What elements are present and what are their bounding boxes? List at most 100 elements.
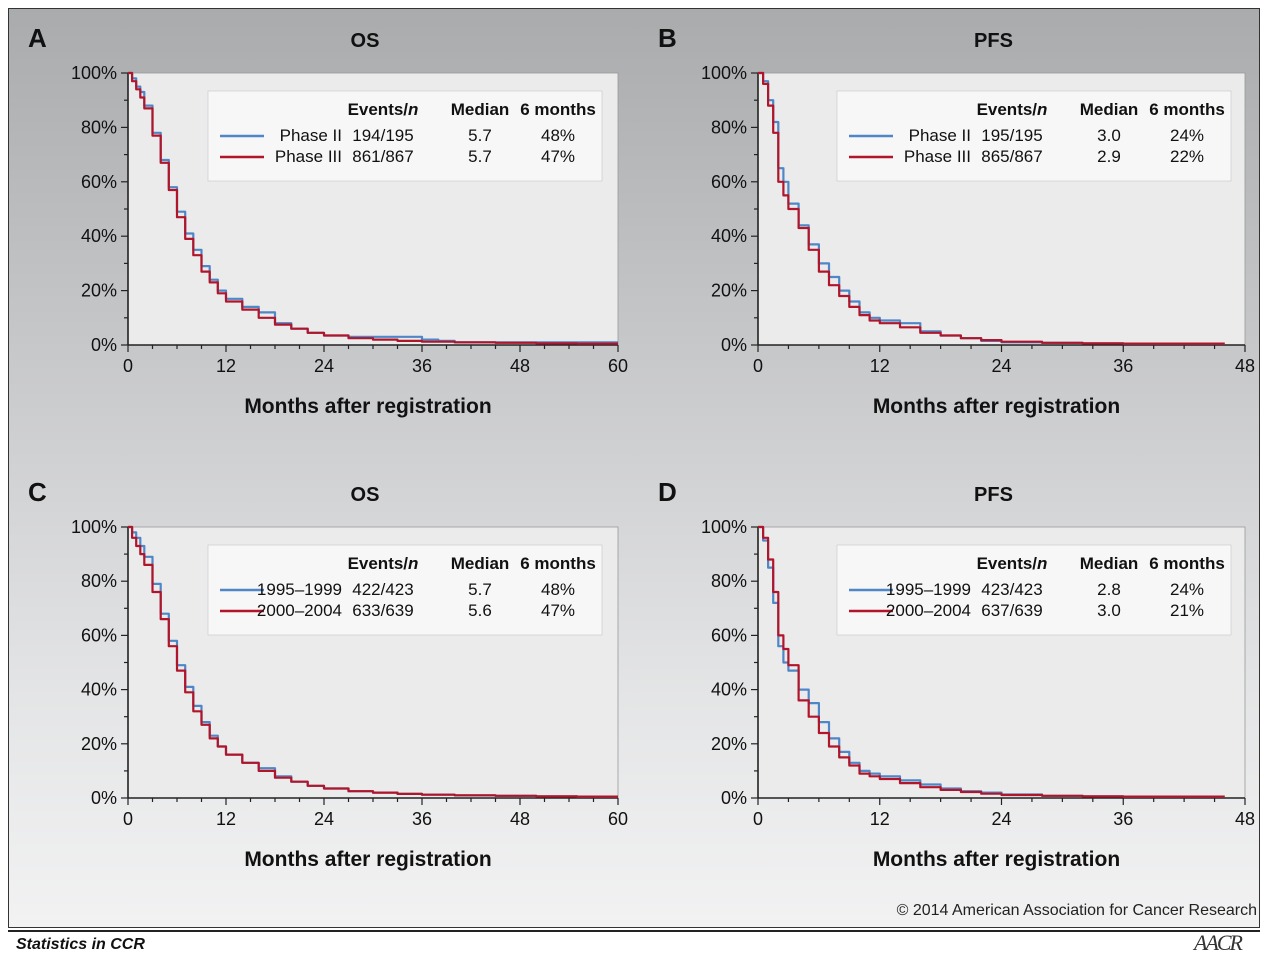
y-tick-label: 100%	[71, 517, 117, 537]
y-tick-label: 60%	[711, 172, 747, 192]
series-line-red	[128, 525, 618, 798]
legend-box	[836, 90, 1232, 182]
legend-six-months: 24%	[1170, 580, 1204, 599]
x-tick-label: 48	[510, 809, 530, 829]
x-tick-label: 12	[216, 356, 236, 376]
x-tick-label: 48	[1235, 809, 1255, 829]
y-tick-label: 80%	[711, 571, 747, 591]
y-tick-label: 40%	[711, 680, 747, 700]
legend-box	[836, 544, 1232, 636]
y-tick-label: 100%	[701, 63, 747, 83]
series-line-red	[758, 525, 1225, 798]
panel-title: OS	[351, 30, 380, 52]
legend-events: 194/195	[352, 126, 413, 145]
legend-median: 2.8	[1097, 580, 1121, 599]
y-tick-label: 80%	[711, 117, 747, 137]
legend-median: 5.7	[468, 147, 492, 166]
y-tick-label: 0%	[91, 335, 117, 355]
x-axis-title: Months after registration	[244, 395, 491, 418]
legend-header-median: Median	[451, 100, 510, 119]
legend-six-months: 21%	[1170, 601, 1204, 620]
legend-events: 637/639	[981, 601, 1042, 620]
x-tick-label: 36	[412, 356, 432, 376]
journal-name: Statistics in CCR	[16, 936, 145, 953]
y-tick-label: 40%	[81, 226, 117, 246]
legend-six-months: 48%	[541, 580, 575, 599]
copyright-notice: © 2014 American Association for Cancer R…	[896, 902, 1257, 919]
legend-header-six-months: 6 months	[520, 100, 596, 119]
legend-events: 422/423	[352, 580, 413, 599]
y-tick-label: 20%	[81, 734, 117, 754]
panel-letter: B	[658, 23, 677, 53]
y-tick-label: 0%	[91, 788, 117, 808]
panel-letter: A	[28, 23, 47, 53]
x-tick-label: 0	[753, 809, 763, 829]
x-tick-label: 12	[870, 809, 890, 829]
x-tick-label: 48	[510, 356, 530, 376]
legend-header-events: Events/n	[977, 100, 1048, 119]
legend-header-events: Events/n	[348, 100, 419, 119]
panel-d: D PFS 0% 20% 40% 60% 80% 100% 0 12 24 36 48 Months af…	[658, 477, 1255, 871]
footer-bar	[8, 930, 1260, 960]
legend-header-events: Events/n	[977, 554, 1048, 573]
legend-series-name: 1995–1999	[257, 580, 342, 599]
y-tick-label: 40%	[711, 226, 747, 246]
panel-title: PFS	[974, 30, 1013, 52]
legend-header-events: Events/n	[348, 554, 419, 573]
panel-letter: C	[28, 477, 47, 507]
panel-c: C OS 0% 20% 40% 60% 80% 100% 0 12 24 36 48 60 Months a…	[28, 477, 628, 871]
x-tick-label: 24	[991, 809, 1011, 829]
panel-letter: D	[658, 477, 677, 507]
panel-a: A OS 0% 20% 40% 60% 80% 100% 0 12 24 36 48 60 Months a…	[28, 23, 628, 418]
x-tick-label: 24	[991, 356, 1011, 376]
y-tick-label: 60%	[81, 172, 117, 192]
series-line-red	[128, 71, 618, 345]
legend-events: 633/639	[352, 601, 413, 620]
legend-box	[207, 544, 603, 636]
legend-box	[207, 90, 603, 182]
legend-series-name: 2000–2004	[257, 601, 342, 620]
legend-series-name: Phase II	[909, 126, 971, 145]
legend-events: 861/867	[352, 147, 413, 166]
y-tick-label: 60%	[711, 625, 747, 645]
legend-header-median: Median	[1080, 100, 1139, 119]
y-tick-label: 60%	[81, 625, 117, 645]
legend-six-months: 47%	[541, 601, 575, 620]
legend-header-median: Median	[1080, 554, 1139, 573]
x-axis-title: Months after registration	[873, 395, 1120, 418]
legend-median: 5.7	[468, 580, 492, 599]
x-tick-label: 0	[123, 809, 133, 829]
y-tick-label: 40%	[81, 680, 117, 700]
legend-six-months: 47%	[541, 147, 575, 166]
legend-series-name: Phase III	[904, 147, 971, 166]
legend-median: 3.0	[1097, 601, 1121, 620]
y-tick-label: 20%	[711, 281, 747, 301]
y-tick-label: 0%	[721, 335, 747, 355]
y-tick-label: 20%	[711, 734, 747, 754]
legend-series-name: Phase III	[275, 147, 342, 166]
legend-header-median: Median	[451, 554, 510, 573]
legend-events: 195/195	[981, 126, 1042, 145]
legend-series-name: Phase II	[280, 126, 342, 145]
panel-b: B PFS 0% 20% 40% 60% 80% 100% 0 12 24 36 48 Months af…	[658, 23, 1255, 418]
x-tick-label: 12	[870, 356, 890, 376]
x-tick-label: 0	[123, 356, 133, 376]
legend-six-months: 48%	[541, 126, 575, 145]
y-tick-label: 80%	[81, 571, 117, 591]
x-tick-label: 24	[314, 809, 334, 829]
legend-median: 3.0	[1097, 126, 1121, 145]
y-tick-label: 100%	[701, 517, 747, 537]
legend-events: 865/867	[981, 147, 1042, 166]
series-line-red	[758, 71, 1225, 345]
x-tick-label: 48	[1235, 356, 1255, 376]
legend-events: 423/423	[981, 580, 1042, 599]
legend-series-name: 2000–2004	[886, 601, 971, 620]
x-tick-label: 0	[753, 356, 763, 376]
legend-median: 2.9	[1097, 147, 1121, 166]
legend-median: 5.7	[468, 126, 492, 145]
legend-header-six-months: 6 months	[1149, 554, 1225, 573]
legend-header-six-months: 6 months	[1149, 100, 1225, 119]
y-tick-label: 100%	[71, 63, 117, 83]
